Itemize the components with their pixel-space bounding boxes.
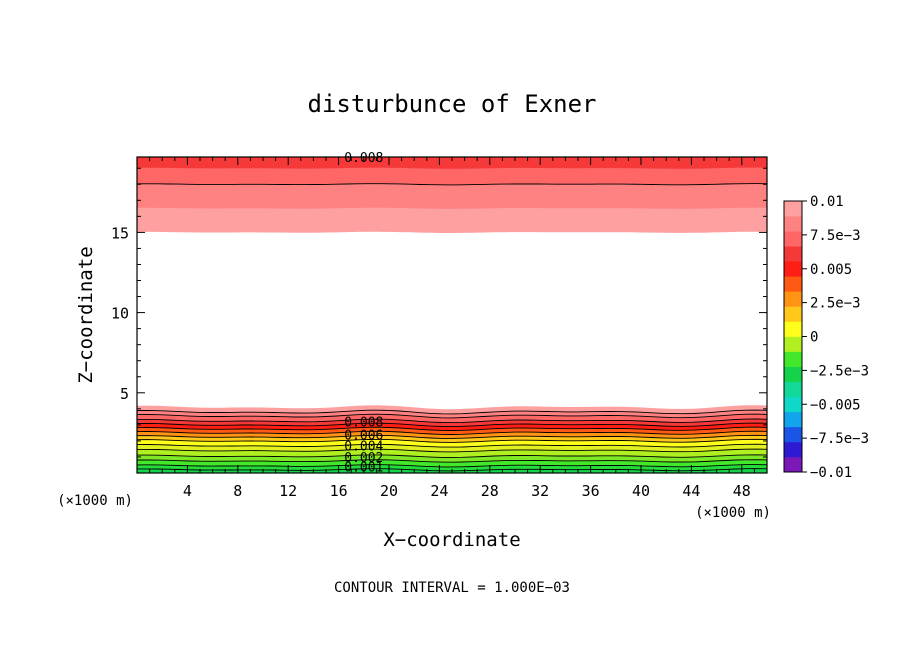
contour-line-lower-4 [136,426,768,431]
x-tick-label: 16 [330,482,348,500]
x-tick-label: 44 [682,482,700,500]
chart-title: disturbunce of Exner [308,90,597,118]
contour-line-lower-10 [137,454,768,458]
contour-line-lower-5 [136,430,768,435]
contour-interval-footer: CONTOUR INTERVAL = 1.000E−03 [334,580,570,596]
contour-line-lower-9 [137,448,768,453]
colorbar-swatch [784,366,802,382]
contour-line-lower-7 [136,438,768,443]
contour-label: 0.002 [344,451,383,466]
x-axis-label: X−coordinate [383,529,520,551]
x-tick-label: 28 [481,482,499,500]
x-tick-label: 12 [279,482,297,500]
colorbar-label: 7.5e−3 [810,228,861,244]
colorbar: 0.01 7.5e−3 0.005 2.5e−3 0 −2.5e−3 −0.005 −7.5e… [783,194,869,481]
y-tick-label: 5 [120,385,129,403]
x-tick-label: 20 [380,482,398,500]
colorbar-swatch [784,456,802,473]
colorbar-label: −2.5e−3 [810,363,869,379]
colorbar-label: 0.01 [810,194,844,210]
contour-line-lower-8 [136,443,768,448]
colorbar-swatch [784,231,802,247]
colorbar-swatch [784,261,802,277]
contour-label: 0.008 [344,151,383,166]
contour-line-lower-6 [136,434,768,439]
x-tick-label: 4 [183,482,192,500]
contour-label: 0.004 [344,440,383,455]
contour-label: 0.006 [344,429,383,444]
colorbar-swatch [784,426,802,443]
colorbar-swatch [784,246,802,262]
colorbar-label: −7.5e−3 [810,431,869,447]
contour-line-lower-2 [137,418,768,424]
contour-line-lower-11 [136,459,768,463]
colorbar-label: −0.005 [810,397,861,413]
x-tick-label: 32 [531,482,549,500]
contour-line-lower-0 [136,409,768,415]
colorbar-swatch [784,411,802,428]
y-axis-label: Z−coordinate [75,246,97,383]
colorbar-swatch [784,291,802,307]
y-tick-label: 10 [111,305,129,323]
upper-band-3 [137,157,767,169]
colorbar-swatch [784,336,802,352]
contour-label: 0.001 [344,461,383,476]
colorbar-label: 2.5e−3 [810,296,861,312]
x-tick-label: 8 [233,482,242,500]
x-tick-label: 24 [430,482,448,500]
contour-lines [136,183,768,472]
colorbar-label: 0.005 [810,262,852,278]
y-axis-ticks: 5 10 15 [111,167,767,458]
contour-line-lower-12 [136,464,768,468]
colorbar-swatch [784,321,802,337]
colorbar-swatch [784,441,802,458]
colorbar-swatch [784,351,802,367]
x-tick-label: 36 [582,482,600,500]
colorbar-swatch [784,216,802,232]
x-tick-label: 48 [733,482,751,500]
x-unit-right: (×1000 m) [695,505,771,521]
y-tick-label: 15 [111,224,129,242]
contour-line-lower-3 [136,422,768,428]
colorbar-swatch [784,201,802,217]
colorbar-swatch [784,381,802,398]
contour-label: 0.008 [344,416,383,431]
colorbar-label: 0 [810,330,818,346]
colorbar-swatch [784,276,802,292]
colorbar-label: −0.01 [810,465,852,481]
colorbar-swatch [784,396,802,413]
x-axis-ticks: 4 8 12 16 20 24 28 32 36 40 44 48 [149,157,755,500]
contour-line-lower-1 [136,413,768,419]
x-unit-left: (×1000 m) [57,493,133,509]
contour-line-upper [137,183,768,186]
colorbar-swatch [784,306,802,322]
x-tick-label: 40 [632,482,650,500]
